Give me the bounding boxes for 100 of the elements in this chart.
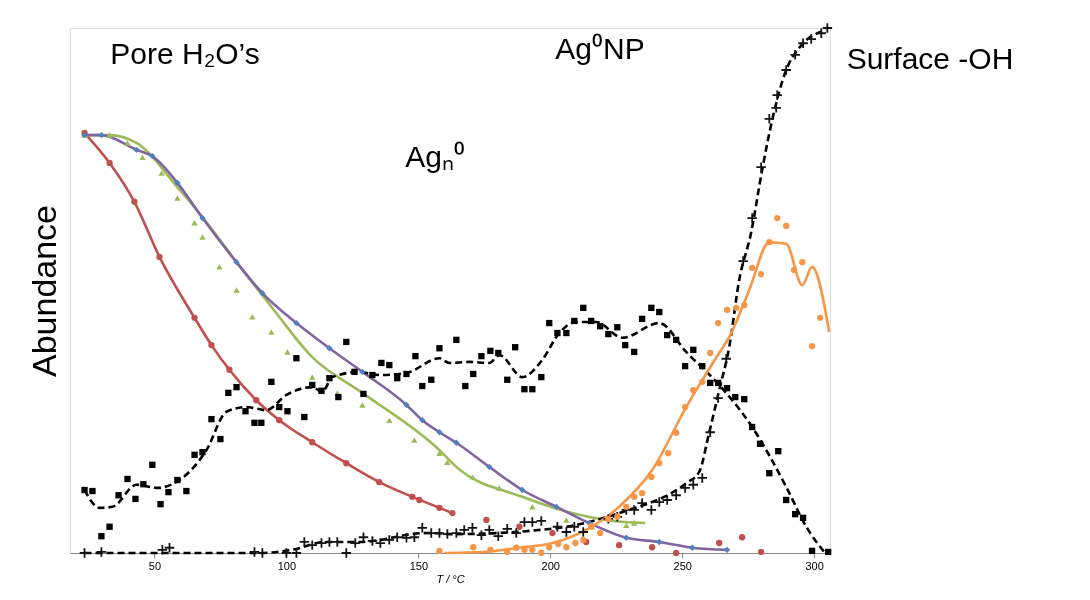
point — [386, 417, 393, 423]
point — [529, 546, 536, 554]
point — [419, 417, 426, 424]
annotation: Ag⁰NP — [555, 32, 645, 65]
point — [738, 534, 746, 541]
point — [656, 460, 663, 467]
point — [449, 509, 456, 517]
point — [376, 478, 383, 486]
point — [516, 523, 523, 530]
point — [106, 159, 113, 167]
point — [293, 319, 300, 327]
point — [208, 341, 215, 349]
point — [572, 539, 579, 547]
point — [757, 271, 765, 278]
x-tick-label: 300 — [805, 559, 824, 572]
x-tick-label: 150 — [409, 559, 429, 572]
point — [124, 140, 131, 146]
point — [690, 387, 697, 394]
annotation: Pore H₂O’s — [110, 37, 260, 70]
point — [519, 486, 526, 494]
point — [714, 319, 722, 327]
x-tick-label: 100 — [277, 559, 297, 572]
point — [131, 198, 138, 205]
point — [538, 549, 545, 557]
point — [309, 374, 316, 380]
point — [672, 549, 680, 557]
point — [139, 154, 146, 160]
point — [817, 314, 824, 321]
point — [149, 152, 156, 160]
point — [774, 214, 781, 222]
point — [631, 493, 638, 500]
point — [638, 489, 646, 497]
point — [496, 485, 503, 491]
point — [656, 538, 663, 546]
point — [553, 503, 560, 510]
point — [403, 401, 410, 409]
point — [563, 517, 570, 523]
point — [233, 287, 240, 293]
point — [748, 264, 756, 272]
point — [199, 214, 206, 222]
point — [699, 378, 706, 386]
point — [681, 403, 689, 411]
point — [411, 437, 418, 443]
point — [549, 529, 556, 537]
point — [487, 546, 494, 554]
point — [409, 493, 416, 500]
annotation: Agₙ⁰ — [405, 140, 465, 173]
point — [615, 541, 623, 549]
point — [106, 132, 113, 138]
point — [98, 131, 105, 139]
point — [309, 439, 316, 446]
point — [799, 258, 806, 266]
point — [259, 289, 266, 297]
point — [808, 342, 816, 350]
point — [444, 459, 451, 465]
point — [343, 460, 350, 467]
point — [326, 345, 333, 352]
point — [436, 547, 443, 555]
point — [648, 473, 655, 481]
point — [436, 429, 443, 436]
point — [757, 548, 765, 556]
point — [741, 302, 748, 309]
point — [199, 234, 206, 240]
point — [689, 544, 696, 551]
point — [191, 220, 198, 226]
point — [453, 439, 460, 446]
point — [268, 329, 275, 335]
x-tick-label: 250 — [673, 559, 692, 572]
point — [546, 544, 553, 551]
point — [226, 366, 233, 373]
point — [486, 463, 493, 471]
point — [284, 349, 291, 355]
text: Surface -OH — [846, 42, 1014, 75]
point — [436, 504, 443, 512]
point — [416, 496, 423, 504]
y-axis-title: Abundance — [24, 204, 63, 378]
point — [631, 520, 638, 526]
x-tick-label: 50 — [148, 559, 162, 572]
point — [469, 474, 476, 480]
point — [783, 222, 790, 230]
point — [723, 306, 731, 314]
point — [766, 239, 773, 246]
point — [513, 544, 520, 551]
point — [733, 304, 740, 311]
point — [191, 314, 198, 321]
point — [529, 504, 536, 510]
point — [790, 266, 798, 274]
x-tick-label: 200 — [541, 559, 560, 572]
point — [648, 544, 656, 551]
point — [483, 516, 490, 524]
point — [276, 417, 283, 424]
point — [253, 397, 260, 404]
point — [156, 253, 163, 261]
point — [563, 544, 570, 551]
point — [707, 349, 714, 357]
x-axis-title: T / °C — [436, 572, 465, 585]
point — [216, 264, 223, 270]
point — [672, 429, 680, 436]
point — [623, 534, 630, 541]
point — [665, 450, 672, 457]
